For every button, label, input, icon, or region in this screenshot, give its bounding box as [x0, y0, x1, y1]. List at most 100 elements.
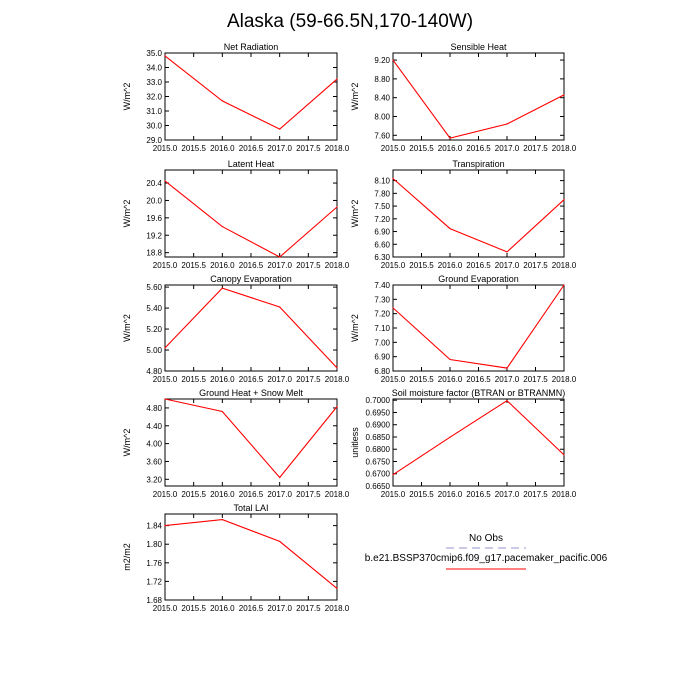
x-tick-label: 2015.0: [381, 375, 406, 384]
data-point: [279, 256, 281, 258]
x-tick-label: 2018.0: [325, 261, 350, 270]
y-tick-label: 33.0: [146, 78, 162, 87]
y-tick-label: 1.76: [146, 559, 162, 568]
x-tick-label: 2017.0: [495, 261, 520, 270]
x-tick-label: 2018.0: [552, 490, 577, 499]
x-tick-label: 2016.5: [239, 144, 264, 153]
legend-model-label: b.e21.BSSP370cmip6.f09_g17.pacemaker_pac…: [365, 553, 608, 564]
y-tick-label: 4.00: [146, 440, 162, 449]
x-tick-label: 2016.5: [466, 144, 491, 153]
y-tick-label: 3.20: [146, 475, 162, 484]
x-tick-label: 2015.5: [409, 490, 434, 499]
x-tick-label: 2015.5: [409, 144, 434, 153]
data-point: [449, 137, 451, 139]
series-line: [392, 284, 565, 369]
panel-title: Transpiration: [452, 159, 504, 169]
x-tick-label: 2016.0: [210, 375, 235, 384]
x-tick-label: 2015.0: [153, 604, 178, 613]
x-tick-label: 2015.5: [181, 261, 206, 270]
data-point: [221, 287, 223, 289]
x-tick-label: 2018.0: [325, 490, 350, 499]
y-axis-label: W/m^2: [122, 83, 132, 111]
y-tick-label: 6.90: [374, 228, 390, 237]
y-tick-label: 1.68: [146, 596, 162, 605]
y-tick-label: 6.90: [374, 353, 390, 362]
data-point: [392, 474, 394, 476]
y-tick-label: 5.60: [146, 283, 162, 292]
x-tick-label: 2015.0: [153, 375, 178, 384]
panel-8: Soil moisture factor (BTRAN or BTRANMN) u…: [350, 388, 577, 499]
y-tick-label: 31.0: [146, 107, 162, 116]
data-point: [221, 100, 223, 102]
y-axis-label: W/m^2: [350, 83, 360, 111]
y-tick-label: 7.40: [374, 281, 390, 290]
data-point: [336, 405, 338, 408]
panel-3: Latent Heat W/m^2 2015.0 2015.5 2016.0 2016.5…: [122, 159, 350, 270]
series-line: [164, 55, 338, 130]
y-tick-label: 4.80: [146, 404, 162, 413]
y-axis-label: unitless: [350, 427, 360, 458]
data-point: [221, 410, 223, 413]
x-tick-label: 2015.5: [181, 490, 206, 499]
data-point: [563, 94, 565, 96]
data-point: [449, 436, 451, 438]
plot-frame: [392, 398, 565, 487]
series-line: [164, 519, 338, 589]
y-tick-label: 7.30: [374, 295, 390, 304]
plot-frame: [164, 398, 338, 487]
data-point: [392, 59, 394, 61]
y-tick-label: 0.6700: [366, 470, 391, 479]
data-point: [392, 177, 394, 180]
y-tick-label: 0.6800: [366, 445, 391, 454]
data-point: [279, 128, 281, 130]
y-tick-label: 19.6: [146, 214, 162, 223]
series-line: [164, 180, 338, 258]
data-point: [221, 518, 223, 521]
legend: No Obs b.e21.BSSP370cmip6.f09_g17.pacema…: [365, 533, 608, 570]
y-tick-label: 7.10: [374, 324, 390, 333]
y-tick-label: 0.6650: [366, 482, 391, 491]
x-tick-label: 2018.0: [552, 375, 577, 384]
y-axis-label: W/m^2: [122, 429, 132, 457]
series-line: [392, 178, 565, 253]
x-tick-label: 2016.5: [239, 490, 264, 499]
y-tick-label: 8.00: [374, 112, 390, 121]
y-tick-label: 1.72: [146, 577, 162, 586]
data-point: [336, 367, 338, 369]
panel-title: Total LAI: [233, 503, 268, 513]
x-tick-label: 2017.5: [523, 375, 548, 384]
data-point: [336, 78, 338, 80]
x-tick-label: 2017.5: [296, 261, 321, 270]
panel-5: Canopy Evaporation W/m^2 2015.0 2015.5 2016.…: [122, 274, 350, 384]
legend-obs-label: No Obs: [469, 533, 503, 544]
data-point: [506, 400, 508, 402]
data-point: [449, 227, 451, 230]
panel-title: Latent Heat: [228, 159, 275, 169]
y-tick-label: 6.60: [374, 240, 390, 249]
data-point: [164, 525, 166, 527]
x-tick-label: 2015.0: [153, 144, 178, 153]
y-tick-label: 7.20: [374, 215, 390, 224]
x-tick-label: 2017.0: [495, 144, 520, 153]
data-point: [164, 398, 166, 400]
x-tick-label: 2016.5: [239, 261, 264, 270]
data-point: [279, 306, 281, 308]
y-axis-label: m2/m2: [122, 543, 132, 571]
x-tick-label: 2016.0: [438, 261, 463, 270]
y-tick-label: 0.7000: [366, 396, 391, 405]
x-tick-label: 2015.5: [181, 144, 206, 153]
data-point: [164, 55, 166, 57]
y-tick-label: 5.20: [146, 325, 162, 334]
x-tick-label: 2017.5: [523, 490, 548, 499]
y-tick-label: 3.60: [146, 457, 162, 466]
plot-frame: [392, 52, 565, 141]
y-tick-label: 32.0: [146, 93, 162, 102]
y-tick-label: 34.0: [146, 64, 162, 73]
x-tick-label: 2017.0: [495, 490, 520, 499]
x-tick-label: 2017.5: [523, 144, 548, 153]
data-point: [336, 206, 338, 208]
data-point: [336, 587, 338, 589]
x-tick-label: 2016.5: [466, 375, 491, 384]
